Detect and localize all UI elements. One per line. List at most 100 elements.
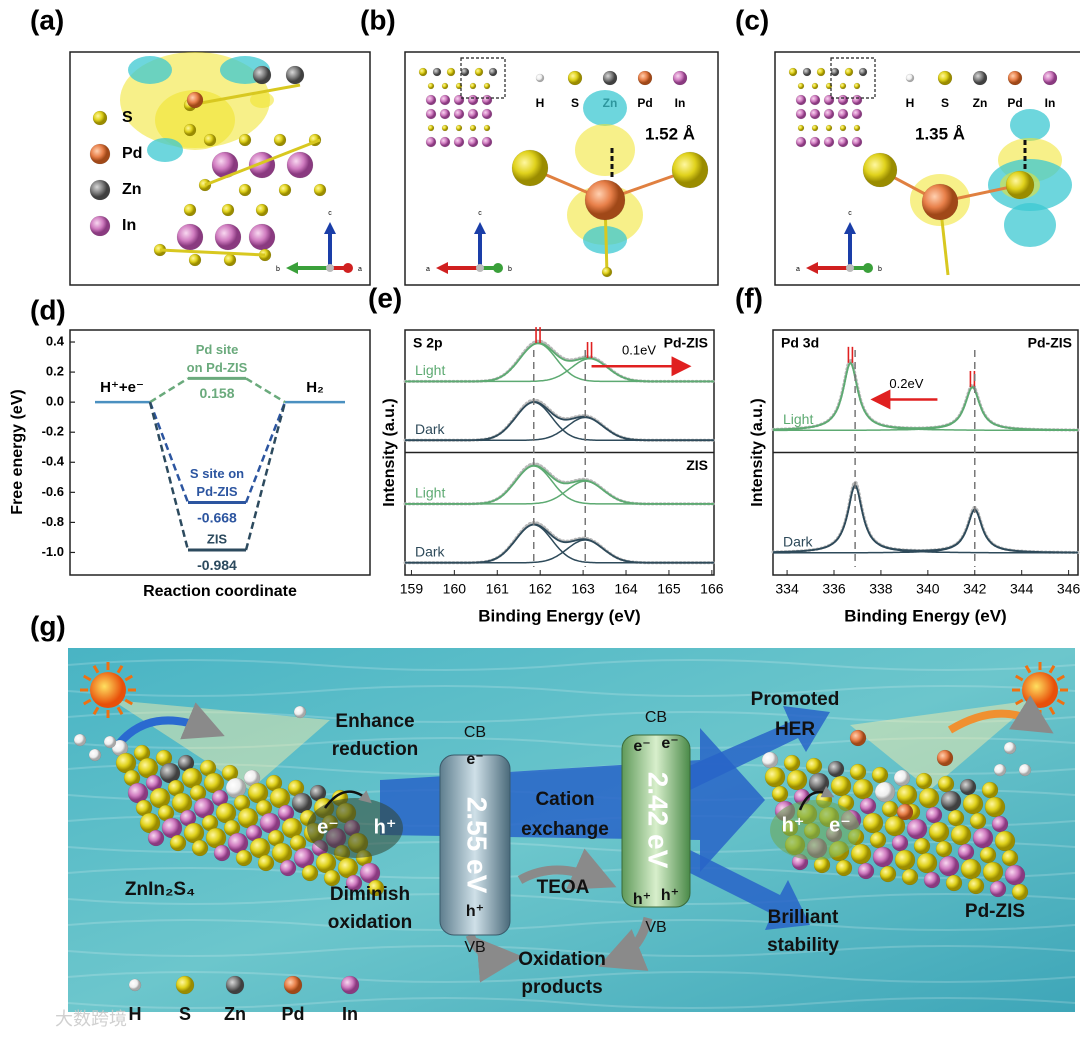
- atom: [455, 124, 463, 132]
- atom: [89, 179, 111, 201]
- caption: Cation: [535, 789, 594, 810]
- atom: [446, 67, 456, 77]
- atom: [474, 67, 484, 77]
- atom: [905, 73, 915, 83]
- atom: [811, 82, 819, 90]
- site-label: Pd-ZIS: [196, 484, 237, 499]
- caption: exchange: [521, 819, 609, 840]
- legend-label: In: [1045, 96, 1056, 110]
- atom: [991, 815, 1009, 833]
- atom: [418, 67, 428, 77]
- atom: [851, 94, 863, 106]
- axis-label: b: [508, 266, 512, 273]
- atom: [483, 82, 491, 90]
- isosurface: [1010, 109, 1050, 141]
- isosurface: [155, 90, 235, 150]
- atom: [979, 846, 997, 864]
- y-tick-label: 0.4: [46, 333, 65, 348]
- sun: [1022, 672, 1058, 708]
- material-label: Pd-ZIS: [965, 901, 1025, 922]
- atom: [345, 874, 363, 892]
- atom: [257, 854, 275, 872]
- y-axis-label: Intensity (a.u.): [381, 398, 398, 506]
- x-tick-label: 160: [443, 581, 467, 597]
- atom: [425, 94, 437, 106]
- band-label: CB: [645, 709, 667, 726]
- legend-label: S: [179, 1004, 191, 1024]
- caption: Enhance: [335, 711, 414, 732]
- atom: [584, 179, 626, 221]
- x-tick-label: 164: [614, 581, 638, 597]
- axis-arrow: [806, 262, 818, 274]
- fit-component: [405, 524, 714, 564]
- caption: products: [521, 977, 602, 998]
- atom: [323, 869, 341, 887]
- curved-arrow: [114, 702, 225, 748]
- atom: [1005, 170, 1035, 200]
- atom: [511, 149, 549, 187]
- band-bar: [439, 754, 511, 936]
- axis-origin: [846, 264, 854, 272]
- distance-label: 1.35 Å: [915, 124, 965, 143]
- curved-arrow: [947, 695, 1054, 734]
- legend-label: S: [571, 96, 579, 110]
- isosurface: [1004, 203, 1056, 247]
- atom: [837, 108, 849, 120]
- atom: [823, 136, 835, 148]
- bond: [204, 138, 321, 187]
- flow-arrow: [680, 850, 810, 930]
- atom: [849, 729, 867, 747]
- isosurface: [128, 56, 172, 84]
- atom: [795, 94, 807, 106]
- atom: [850, 843, 872, 865]
- raw-data: [771, 479, 1080, 554]
- wave: [67, 737, 1076, 749]
- atom: [481, 108, 493, 120]
- legend-label: Zn: [122, 181, 142, 198]
- subpanel-title: Pd 3d: [781, 335, 819, 351]
- caption: Oxidation: [518, 949, 606, 970]
- wave: [67, 971, 1076, 983]
- level-label: H₂: [306, 379, 324, 396]
- atom: [439, 108, 451, 120]
- axis-arrow: [474, 222, 486, 234]
- fit-envelope: [405, 342, 714, 383]
- caption: HER: [775, 719, 815, 740]
- atom: [936, 749, 954, 767]
- distance-label: 1.52 Å: [645, 124, 695, 143]
- atom: [89, 215, 111, 237]
- atom: [601, 266, 613, 278]
- atom: [1042, 70, 1058, 86]
- fit-component: [405, 539, 714, 564]
- atom: [938, 855, 960, 877]
- bond: [189, 83, 301, 107]
- atom: [453, 94, 465, 106]
- atom: [837, 94, 849, 106]
- atom: [191, 839, 209, 857]
- raw-data: [403, 462, 716, 506]
- x-tick-label: 346: [1057, 581, 1080, 597]
- atom: [255, 203, 269, 217]
- y-axis-label: Intensity (a.u.): [749, 398, 766, 506]
- caption: TEOA: [537, 877, 590, 898]
- atom: [805, 757, 823, 775]
- atom: [183, 203, 197, 217]
- x-axis-label: Binding Energy (eV): [844, 606, 1006, 625]
- x-axis-label: Reaction coordinate: [143, 583, 297, 600]
- atom: [989, 880, 1007, 898]
- atom: [147, 829, 165, 847]
- atom: [901, 868, 919, 886]
- x-tick-label: 159: [400, 581, 424, 597]
- atom: [761, 751, 779, 769]
- subpanel-title: S 2p: [413, 335, 443, 351]
- carrier: e⁻: [633, 738, 650, 755]
- isosurface: [575, 124, 635, 176]
- atom: [849, 763, 867, 781]
- atom: [278, 183, 292, 197]
- panel-frame: [404, 51, 719, 286]
- caption: reduction: [332, 739, 419, 760]
- atom: [851, 108, 863, 120]
- atom: [425, 108, 437, 120]
- x-tick-label: 334: [775, 581, 799, 597]
- wave: [67, 945, 1076, 957]
